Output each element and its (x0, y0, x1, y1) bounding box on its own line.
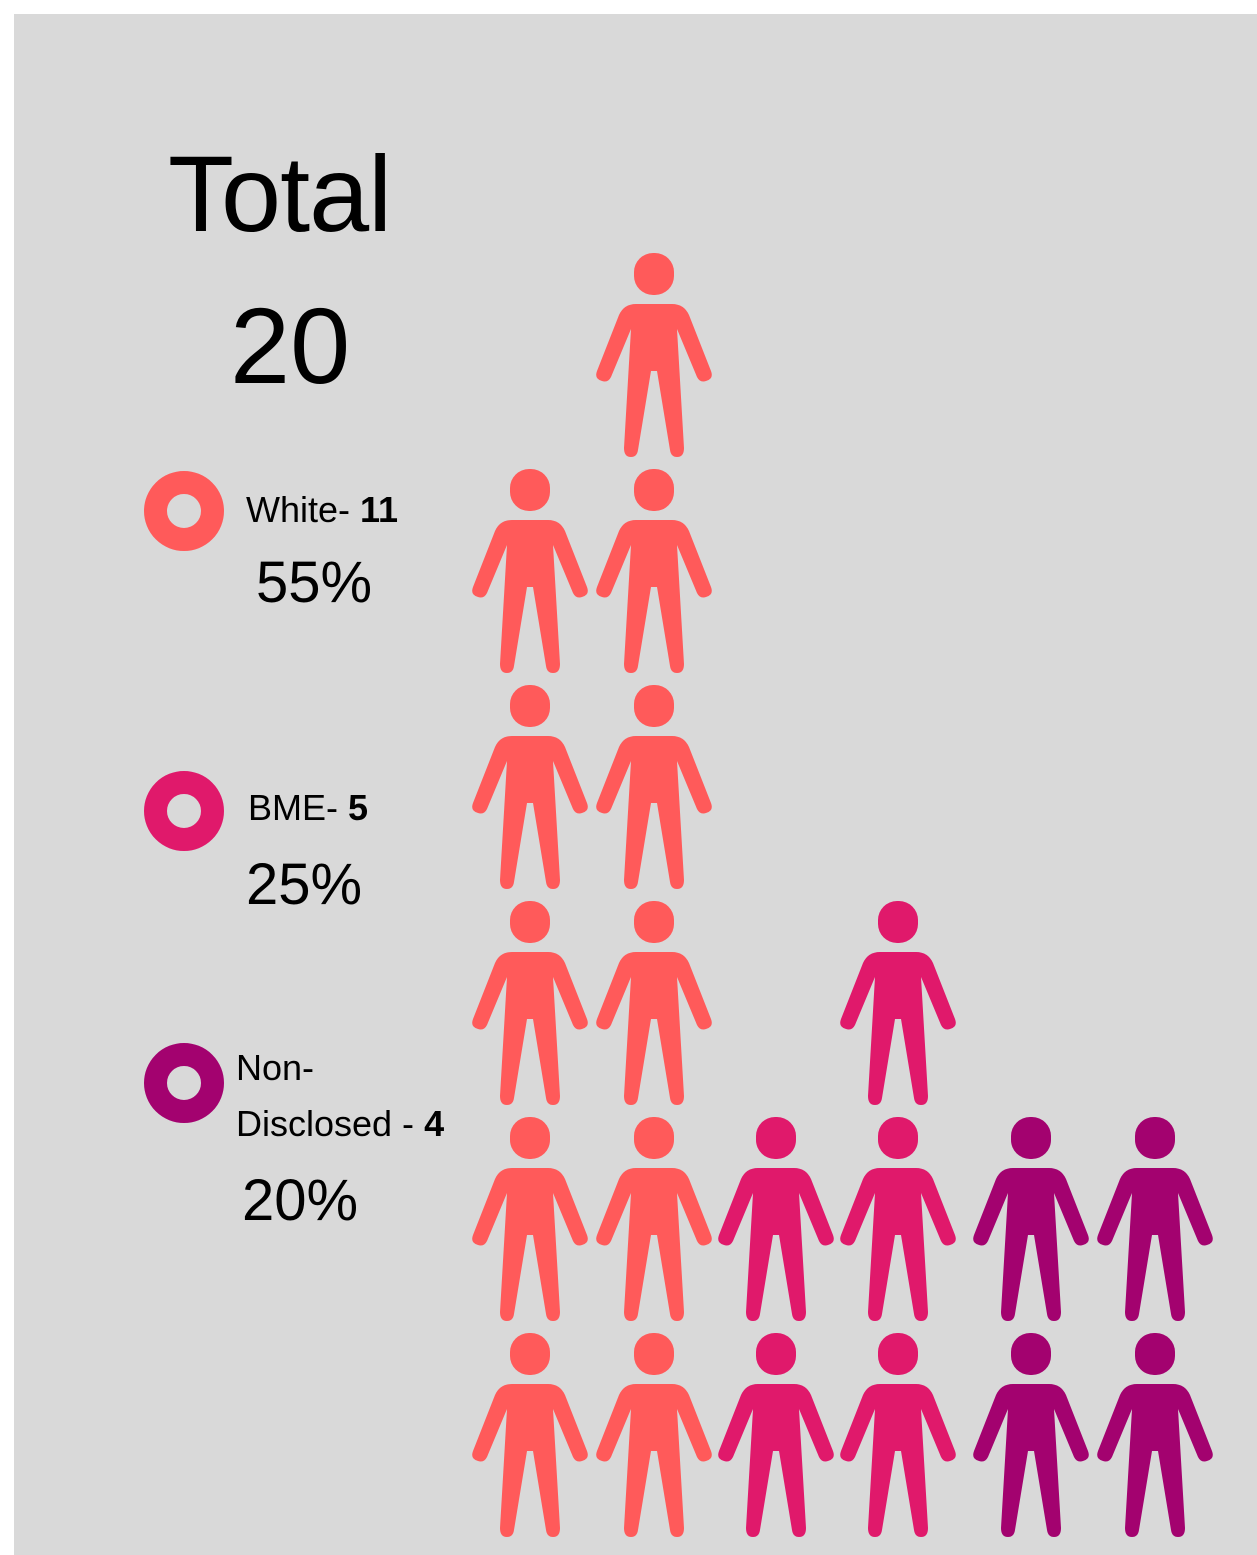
person-icon (472, 469, 588, 673)
legend-non-disclosed-percent: 20% (242, 1168, 359, 1233)
person-icon (596, 1117, 712, 1321)
person-icon (472, 685, 588, 889)
person-icon (472, 1117, 588, 1321)
legend-white-ring-icon (144, 471, 224, 551)
legend-non-disclosed-ring-icon (144, 1043, 224, 1123)
person-icon (472, 1333, 588, 1537)
person-icon (1097, 1117, 1213, 1321)
legend-white-percent: 55% (256, 550, 373, 615)
person-icon (973, 1333, 1089, 1537)
person-icon (596, 685, 712, 889)
person-icon (596, 901, 712, 1105)
chart-title: Total (168, 133, 392, 254)
person-icon (718, 1333, 834, 1537)
legend-bme-percent: 25% (246, 852, 363, 917)
person-icon (596, 1333, 712, 1537)
legend-bme-label: BME- 5 (248, 787, 369, 828)
person-icon (472, 901, 588, 1105)
legend-bme-ring-icon (144, 771, 224, 851)
person-icon (840, 1333, 956, 1537)
person-icon (596, 469, 712, 673)
person-icon (718, 1117, 834, 1321)
total-value: 20 (230, 285, 351, 406)
person-icon (840, 901, 956, 1105)
person-icon (596, 253, 712, 457)
legend-white-label: White- 11 (246, 489, 399, 530)
person-icon (840, 1117, 956, 1321)
person-icon (1097, 1333, 1213, 1537)
person-icon (973, 1117, 1089, 1321)
legend-non-disclosed-label: Non- Disclosed - 4 (236, 1047, 445, 1144)
